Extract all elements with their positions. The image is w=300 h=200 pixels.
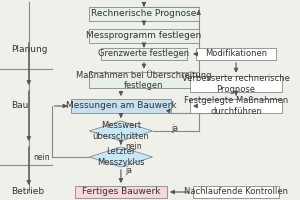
- Text: Maßnahmen bei Überschreitung
festlegen: Maßnahmen bei Überschreitung festlegen: [76, 70, 212, 90]
- Text: Messprogramm festlegen: Messprogramm festlegen: [86, 31, 202, 40]
- FancyBboxPatch shape: [193, 186, 279, 198]
- Polygon shape: [89, 121, 153, 141]
- FancyBboxPatch shape: [101, 48, 187, 60]
- Text: Messwert
überschritten: Messwert überschritten: [92, 121, 149, 141]
- FancyBboxPatch shape: [190, 99, 282, 113]
- Text: Nachlaufende Kontrollen: Nachlaufende Kontrollen: [184, 188, 288, 196]
- Text: ja: ja: [125, 166, 132, 175]
- FancyBboxPatch shape: [89, 29, 199, 43]
- Text: Planung: Planung: [11, 46, 48, 54]
- FancyBboxPatch shape: [75, 186, 167, 198]
- Text: Verbesserte rechnerische
Prognose: Verbesserte rechnerische Prognose: [182, 74, 290, 94]
- Text: Betrieb: Betrieb: [11, 188, 45, 196]
- Text: Grenzwerte festlegen: Grenzwerte festlegen: [98, 49, 190, 58]
- FancyBboxPatch shape: [70, 99, 171, 113]
- FancyBboxPatch shape: [89, 7, 199, 21]
- Text: Fertiges Bauwerk: Fertiges Bauwerk: [82, 188, 160, 196]
- Text: ja: ja: [171, 124, 178, 133]
- FancyBboxPatch shape: [89, 72, 199, 88]
- Text: Modifikationen: Modifikationen: [205, 49, 267, 58]
- Text: Festgelegte Maßnahmen
durchführen: Festgelegte Maßnahmen durchführen: [184, 96, 288, 116]
- Text: Rechnerische Prognose: Rechnerische Prognose: [91, 9, 196, 19]
- Text: nein: nein: [125, 142, 142, 151]
- Text: Messungen am Bauwerk: Messungen am Bauwerk: [66, 102, 176, 110]
- Text: nein: nein: [33, 152, 50, 162]
- Polygon shape: [89, 147, 153, 167]
- Text: Bau: Bau: [11, 102, 29, 110]
- FancyBboxPatch shape: [190, 76, 282, 92]
- FancyBboxPatch shape: [196, 48, 276, 60]
- Text: Letzter
Messzyklus: Letzter Messzyklus: [97, 147, 145, 167]
